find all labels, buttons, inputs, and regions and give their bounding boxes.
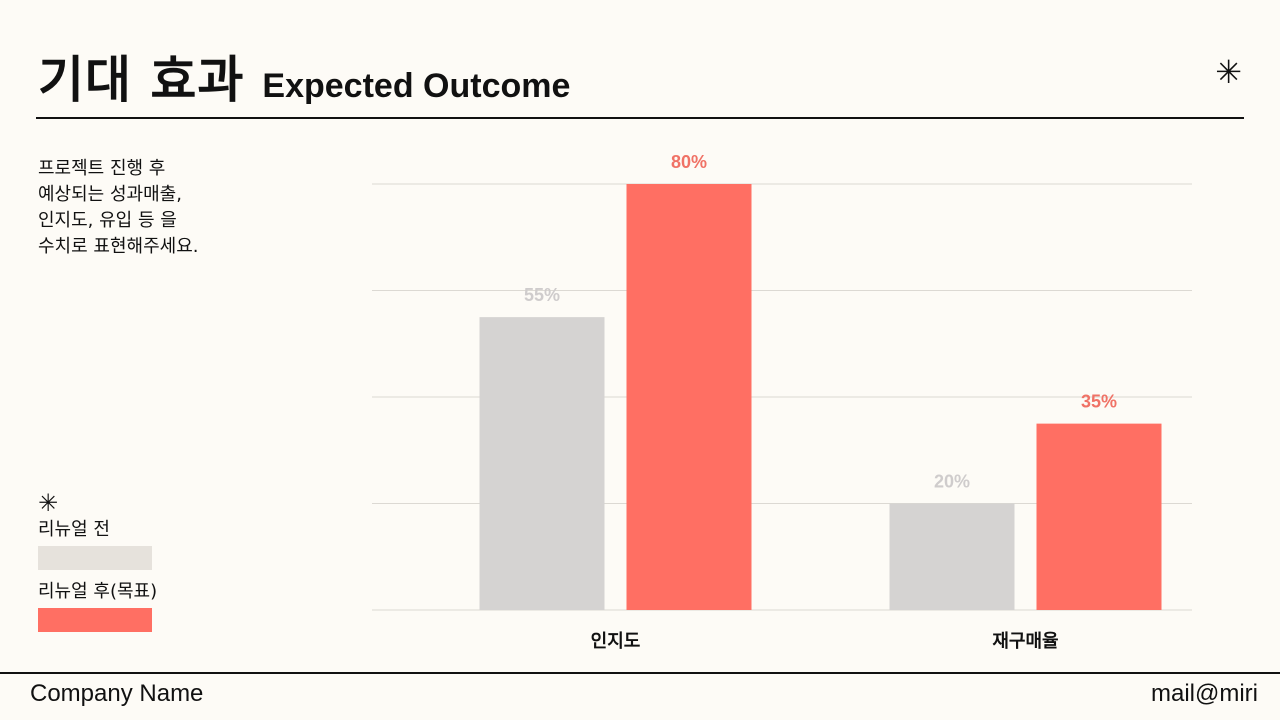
data-label-after: 35%: [1081, 392, 1117, 412]
chart-legend: ✳ 리뉴얼 전 리뉴얼 후(목표): [38, 490, 157, 632]
bar-after: [1036, 423, 1162, 610]
data-label-after: 80%: [671, 152, 707, 172]
legend-label-after: 리뉴얼 후(목표): [38, 581, 158, 602]
description-line: 예상되는 성과매출,: [38, 184, 182, 205]
legend-swatch-after: [38, 608, 152, 632]
title-korean: 기대 효과: [38, 51, 245, 109]
category-label: 재구매율: [992, 631, 1058, 652]
title-english: Expected Outcome: [262, 67, 571, 105]
page-title: 기대 효과 Expected Outcome: [38, 40, 570, 112]
bar-before: [479, 317, 605, 610]
header-divider: [36, 117, 1244, 119]
legend-asterisk-icon: ✳: [38, 489, 59, 517]
category-label: 인지도: [591, 631, 641, 652]
company-name: Company Name: [30, 680, 204, 707]
bar-after: [626, 184, 752, 610]
description: 프로젝트 진행 후 예상되는 성과매출, 인지도, 유입 등 을 수치로 표현해…: [38, 156, 288, 260]
legend-label-before: 리뉴얼 전: [38, 519, 110, 540]
data-label-before: 20%: [934, 472, 970, 492]
bar-chart: 55% 80% 인지도 20% 35% 재구매율: [372, 152, 1192, 652]
description-line: 수치로 표현해주세요.: [38, 236, 199, 257]
asterisk-icon: ✳: [1215, 53, 1242, 91]
footer-divider: [0, 672, 1280, 674]
description-line: 인지도, 유입 등 을: [38, 210, 177, 231]
contact-mail: mail@miri: [1150, 680, 1258, 707]
legend-swatch-before: [38, 546, 152, 570]
description-line: 프로젝트 진행 후: [38, 158, 166, 179]
bar-before: [889, 503, 1015, 610]
data-label-before: 55%: [524, 285, 560, 305]
